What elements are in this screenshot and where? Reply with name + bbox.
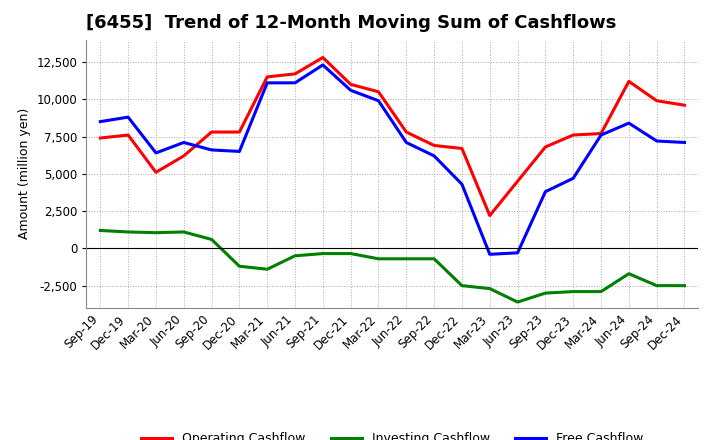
Operating Cashflow xyxy=(402,129,410,135)
Free Cashflow xyxy=(458,182,467,187)
Investing Cashflow xyxy=(569,289,577,294)
Line: Operating Cashflow: Operating Cashflow xyxy=(100,58,685,216)
Free Cashflow xyxy=(207,147,216,153)
Operating Cashflow xyxy=(291,71,300,77)
Investing Cashflow xyxy=(402,256,410,261)
Investing Cashflow xyxy=(513,299,522,304)
Investing Cashflow xyxy=(346,251,355,256)
Free Cashflow xyxy=(680,140,689,145)
Text: [6455]  Trend of 12-Month Moving Sum of Cashflows: [6455] Trend of 12-Month Moving Sum of C… xyxy=(86,15,617,33)
Operating Cashflow xyxy=(680,103,689,108)
Investing Cashflow xyxy=(318,251,327,256)
Investing Cashflow xyxy=(235,264,243,269)
Investing Cashflow xyxy=(124,229,132,235)
Investing Cashflow xyxy=(430,256,438,261)
Operating Cashflow xyxy=(513,179,522,184)
Operating Cashflow xyxy=(597,131,606,136)
Operating Cashflow xyxy=(569,132,577,138)
Free Cashflow xyxy=(124,114,132,120)
Free Cashflow xyxy=(652,138,661,143)
Investing Cashflow xyxy=(597,289,606,294)
Operating Cashflow xyxy=(624,79,633,84)
Operating Cashflow xyxy=(346,82,355,87)
Line: Investing Cashflow: Investing Cashflow xyxy=(100,231,685,302)
Free Cashflow xyxy=(541,189,550,194)
Operating Cashflow xyxy=(124,132,132,138)
Operating Cashflow xyxy=(485,213,494,218)
Free Cashflow xyxy=(430,153,438,158)
Operating Cashflow xyxy=(541,144,550,150)
Investing Cashflow xyxy=(680,283,689,288)
Line: Free Cashflow: Free Cashflow xyxy=(100,65,685,254)
Free Cashflow xyxy=(374,98,383,103)
Investing Cashflow xyxy=(624,271,633,276)
Free Cashflow xyxy=(597,132,606,138)
Investing Cashflow xyxy=(263,267,271,272)
Free Cashflow xyxy=(513,250,522,256)
Investing Cashflow xyxy=(291,253,300,258)
Operating Cashflow xyxy=(430,143,438,148)
Operating Cashflow xyxy=(374,89,383,95)
Free Cashflow xyxy=(96,119,104,124)
Free Cashflow xyxy=(318,62,327,68)
Free Cashflow xyxy=(402,140,410,145)
Free Cashflow xyxy=(291,80,300,85)
Operating Cashflow xyxy=(458,146,467,151)
Free Cashflow xyxy=(485,252,494,257)
Operating Cashflow xyxy=(235,129,243,135)
Free Cashflow xyxy=(569,176,577,181)
Investing Cashflow xyxy=(458,283,467,288)
Investing Cashflow xyxy=(652,283,661,288)
Operating Cashflow xyxy=(96,136,104,141)
Free Cashflow xyxy=(179,140,188,145)
Free Cashflow xyxy=(152,150,161,156)
Investing Cashflow xyxy=(541,290,550,296)
Investing Cashflow xyxy=(152,230,161,235)
Y-axis label: Amount (million yen): Amount (million yen) xyxy=(18,108,31,239)
Investing Cashflow xyxy=(96,228,104,233)
Investing Cashflow xyxy=(179,229,188,235)
Operating Cashflow xyxy=(263,74,271,80)
Operating Cashflow xyxy=(652,98,661,103)
Operating Cashflow xyxy=(152,170,161,175)
Operating Cashflow xyxy=(318,55,327,60)
Free Cashflow xyxy=(346,88,355,93)
Legend: Operating Cashflow, Investing Cashflow, Free Cashflow: Operating Cashflow, Investing Cashflow, … xyxy=(136,427,649,440)
Investing Cashflow xyxy=(374,256,383,261)
Free Cashflow xyxy=(263,80,271,85)
Free Cashflow xyxy=(235,149,243,154)
Operating Cashflow xyxy=(207,129,216,135)
Free Cashflow xyxy=(624,121,633,126)
Operating Cashflow xyxy=(179,153,188,158)
Investing Cashflow xyxy=(207,237,216,242)
Investing Cashflow xyxy=(485,286,494,291)
